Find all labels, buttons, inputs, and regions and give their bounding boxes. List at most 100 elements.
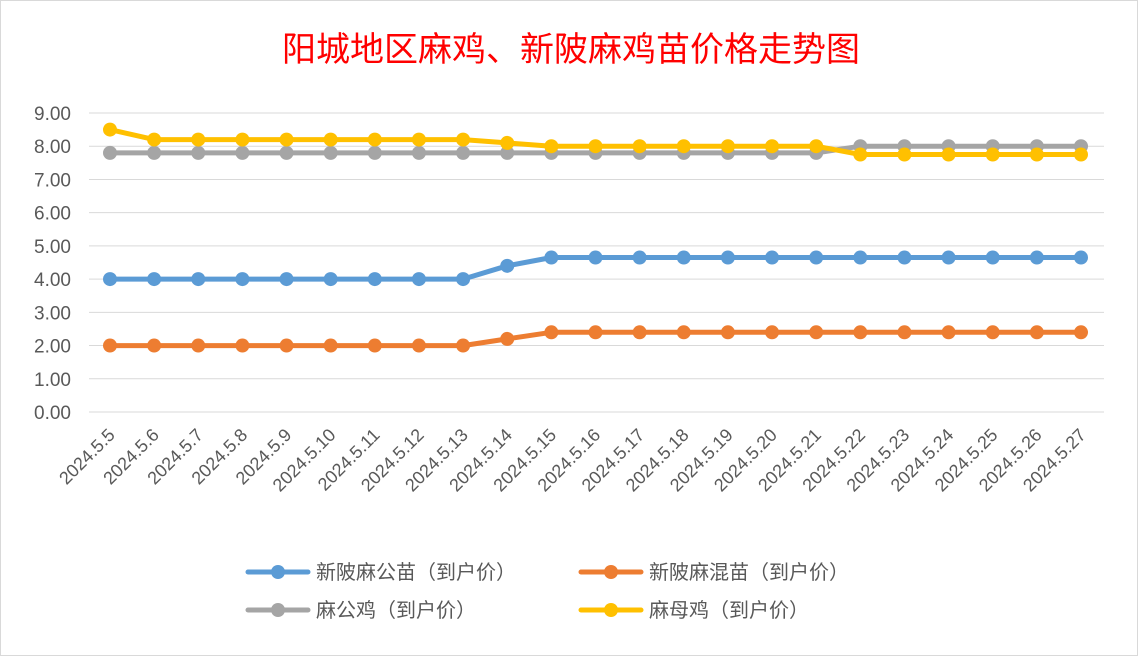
data-point [1074,325,1088,340]
data-point [235,272,250,287]
data-point [941,147,956,162]
y-tick-label: 8.00 [34,137,71,158]
series-4 [103,122,1088,162]
legend-item: 新陂麻公苗（到户价） [245,560,516,584]
data-point [676,325,691,340]
data-point [500,135,515,150]
y-tick-label: 0.00 [34,403,71,424]
data-point [367,132,382,147]
data-point [235,145,250,160]
data-point [897,250,912,265]
y-axis-ticks: 0.00 1.00 2.00 3.00 4.00 5.00 6.00 7.00 8.00 9.00 [34,104,71,424]
data-point [456,132,471,147]
data-point [191,145,206,160]
y-tick-label: 9.00 [34,104,71,125]
data-point [720,250,735,265]
data-point [1029,325,1044,340]
data-point [588,325,603,340]
y-tick-label: 7.00 [34,170,71,191]
data-point [853,147,868,162]
y-tick-label: 2.00 [34,337,71,358]
legend: 新陂麻公苗（到户价） 新陂麻混苗（到户价） 麻公鸡（到户价） 麻母鸡（到户价） [245,560,849,622]
y-tick-label: 1.00 [34,370,71,391]
data-point [279,338,294,353]
data-point [411,272,426,287]
data-point [411,338,426,353]
y-tick-label: 4.00 [34,270,71,291]
data-point [632,250,647,265]
legend-label: 新陂麻公苗（到户价） [316,560,516,584]
data-point [985,325,1000,340]
data-point [367,145,382,160]
data-point [941,250,956,265]
data-point [1074,147,1088,162]
data-point [809,250,824,265]
data-point [103,122,117,137]
data-point [676,139,691,154]
data-point [103,145,117,160]
data-point [191,338,206,353]
data-point [411,132,426,147]
legend-label: 麻公鸡（到户价） [316,598,476,622]
data-point [323,338,338,353]
data-point [853,325,868,340]
legend-label: 麻母鸡（到户价） [649,598,809,622]
legend-label: 新陂麻混苗（到户价） [649,560,849,584]
data-point [279,132,294,147]
data-point [720,139,735,154]
data-point [279,145,294,160]
data-point [544,250,559,265]
data-point [588,250,603,265]
legend-swatch-marker [271,565,285,579]
data-point [235,338,250,353]
data-point [809,325,824,340]
data-point [500,258,515,273]
legend-item: 新陂麻混苗（到户价） [578,560,849,584]
data-point [147,132,162,147]
legend-swatch-marker [604,565,618,579]
data-point [323,145,338,160]
y-tick-label: 3.00 [34,303,71,324]
y-tick-label: 5.00 [34,237,71,258]
data-point [235,132,250,147]
data-point [941,325,956,340]
legend-item: 麻母鸡（到户价） [578,598,809,622]
y-tick-label: 6.00 [34,204,71,225]
data-point [456,272,471,287]
data-point [985,250,1000,265]
data-point [1029,147,1044,162]
data-point [147,272,162,287]
chart-title: 阳城地区麻鸡、新陂麻鸡苗价格走势图 [282,30,860,70]
data-point [544,325,559,340]
data-point [456,145,471,160]
data-point [103,338,117,353]
data-point [632,139,647,154]
legend-item: 麻公鸡（到户价） [245,598,476,622]
data-point [897,325,912,340]
data-point [367,272,382,287]
data-point [323,272,338,287]
data-point [1074,250,1088,265]
data-point [809,139,824,154]
data-point [765,139,780,154]
data-point [191,132,206,147]
data-point [985,147,1000,162]
series-2 [103,325,1088,353]
data-point [544,139,559,154]
data-point [765,250,780,265]
data-point [147,338,162,353]
legend-swatch-marker [604,603,618,617]
data-point [323,132,338,147]
data-point [456,338,471,353]
data-point [1029,250,1044,265]
series-1 [103,250,1088,287]
x-axis-ticks: 2024.5.52024.5.62024.5.72024.5.82024.5.9… [55,425,1090,496]
series-lines [103,122,1088,353]
data-point [147,145,162,160]
data-point [765,325,780,340]
data-point [103,272,117,287]
data-point [191,272,206,287]
data-point [367,338,382,353]
